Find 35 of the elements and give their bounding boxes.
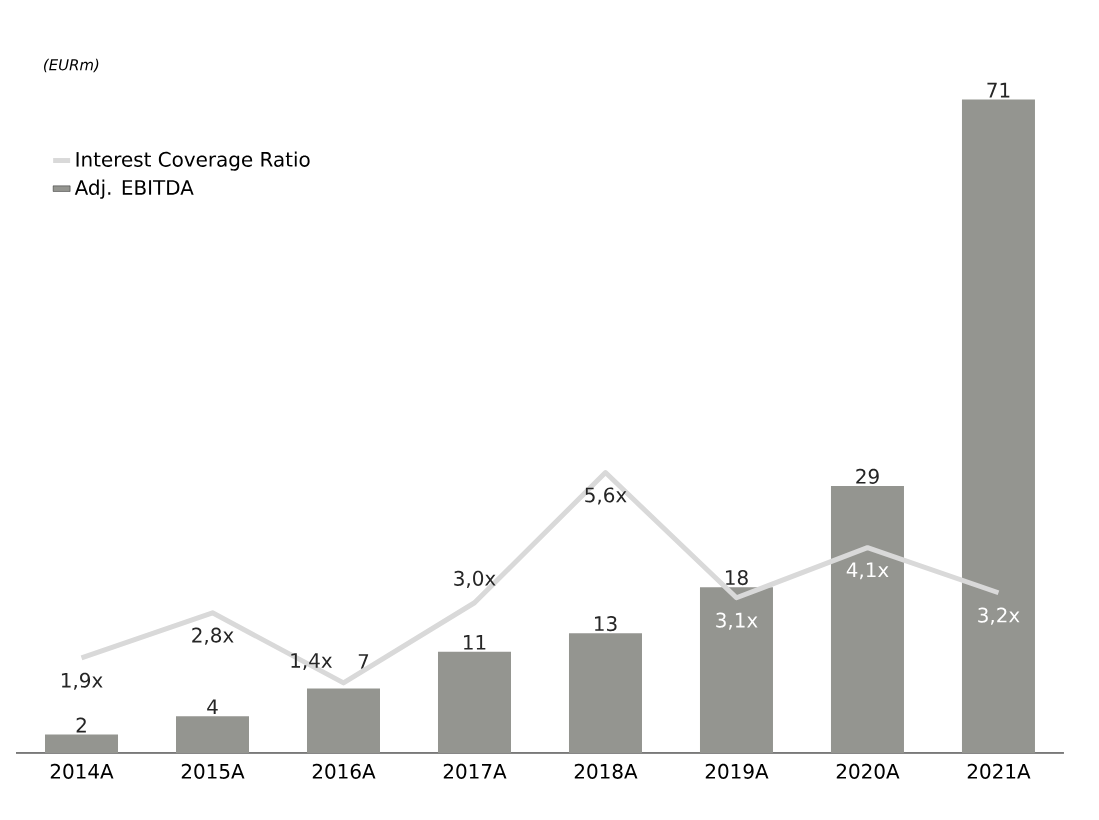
data-label: 13 (594, 616, 617, 632)
bar (176, 716, 249, 753)
bar (45, 734, 119, 753)
x-tick-label: 2016A (312, 763, 376, 779)
x-tick-label: 2017A (443, 763, 507, 779)
x-tick-label: 2018A (574, 763, 638, 779)
data-label: 7 (358, 654, 369, 669)
y-axis-title: (EURm) (44, 58, 99, 73)
x-tick-label: 2014A (50, 763, 114, 779)
data-label: 3,2x (978, 607, 1020, 625)
bar (306, 688, 380, 753)
data-label: 4,1x (846, 562, 889, 580)
bar (568, 633, 642, 753)
x-tick-label: 2021A (967, 763, 1031, 779)
data-label: 3,1x (716, 612, 758, 630)
legend-label: Interest Coverage Ratio (76, 151, 310, 171)
data-label: 1,9x (61, 672, 103, 690)
x-tick-label: 2015A (181, 763, 245, 779)
x-tick-label: 2019A (705, 763, 769, 779)
data-label: 3,0x (454, 570, 496, 588)
data-label: 71 (987, 82, 1010, 98)
bar (437, 651, 511, 753)
bar (699, 587, 773, 753)
bar (961, 99, 1035, 753)
legend-label: Adj. EBITDA (74, 179, 194, 199)
data-label: 1,4x (291, 653, 332, 671)
data-label: 4 (207, 699, 218, 714)
data-label: 5,6x (585, 487, 627, 505)
data-label: 2,8x (192, 627, 234, 645)
data-label: 29 (856, 468, 879, 484)
data-label: 2 (76, 717, 86, 733)
x-tick-label: 2020A (836, 763, 900, 779)
data-label: 11 (464, 635, 486, 650)
data-label: 18 (725, 570, 748, 586)
bar (830, 486, 904, 753)
